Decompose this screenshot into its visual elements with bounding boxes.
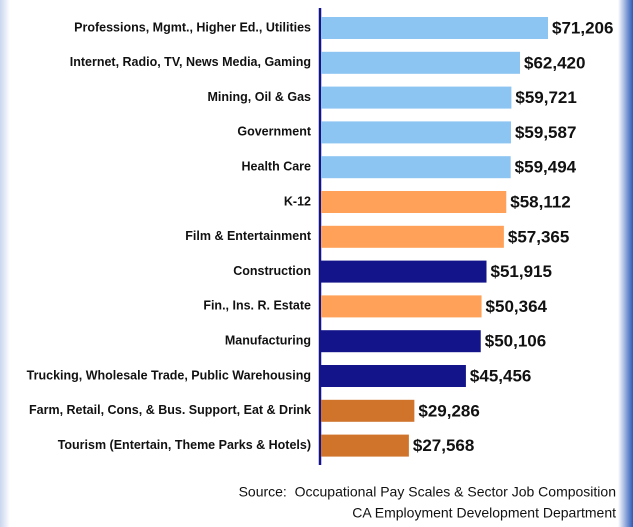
bar: [321, 51, 520, 74]
left-edge: [0, 0, 10, 527]
value-label: $62,420: [524, 53, 585, 72]
category-label: Fin., Ins. R. Estate: [203, 299, 311, 313]
category-label: Mining, Oil & Gas: [208, 90, 312, 104]
category-label: Internet, Radio, TV, News Media, Gaming: [70, 55, 311, 69]
category-label: Tourism (Entertain, Theme Parks & Hotels…: [58, 438, 311, 452]
value-label: $51,915: [491, 262, 552, 281]
value-label: $45,456: [470, 366, 531, 385]
right-edge: [618, 0, 633, 527]
value-label: $71,206: [552, 18, 613, 37]
value-label: $50,106: [485, 332, 546, 351]
bar: [321, 295, 482, 318]
bar: [321, 86, 512, 109]
bar: [321, 399, 415, 422]
source: Source: Occupational Pay Scales & Sector…: [239, 484, 616, 500]
bar: [321, 260, 487, 283]
source: CA Employment Development Department: [352, 505, 616, 521]
value-label: $57,365: [508, 227, 569, 246]
value-label: $58,112: [510, 192, 571, 211]
value-label: $50,364: [486, 297, 548, 316]
bar: [321, 191, 507, 213]
bar: [321, 225, 504, 248]
category-label: Construction: [233, 264, 311, 278]
value-label: $59,587: [515, 123, 576, 142]
category-label: Health Care: [242, 159, 312, 173]
category-label: Trucking, Wholesale Trade, Public Wareho…: [27, 368, 311, 382]
category-label: Government: [237, 125, 311, 139]
value-label: $59,721: [515, 88, 576, 107]
category-label: K-12: [284, 194, 311, 208]
value-label: $29,286: [418, 401, 479, 420]
value-label: $27,568: [413, 436, 474, 455]
value-label: $59,494: [515, 158, 577, 177]
bar: [321, 434, 409, 457]
bar: [321, 156, 511, 179]
category-label: Farm, Retail, Cons, & Bus. Support, Eat …: [29, 403, 311, 417]
bar: [321, 330, 481, 353]
bar: [321, 365, 466, 387]
bar: [321, 121, 511, 144]
category-label: Manufacturing: [225, 333, 311, 347]
bar: [321, 17, 548, 39]
category-label: Film & Entertainment: [185, 229, 312, 243]
category-label: Professions, Mgmt., Higher Ed., Utilitie…: [74, 20, 311, 34]
